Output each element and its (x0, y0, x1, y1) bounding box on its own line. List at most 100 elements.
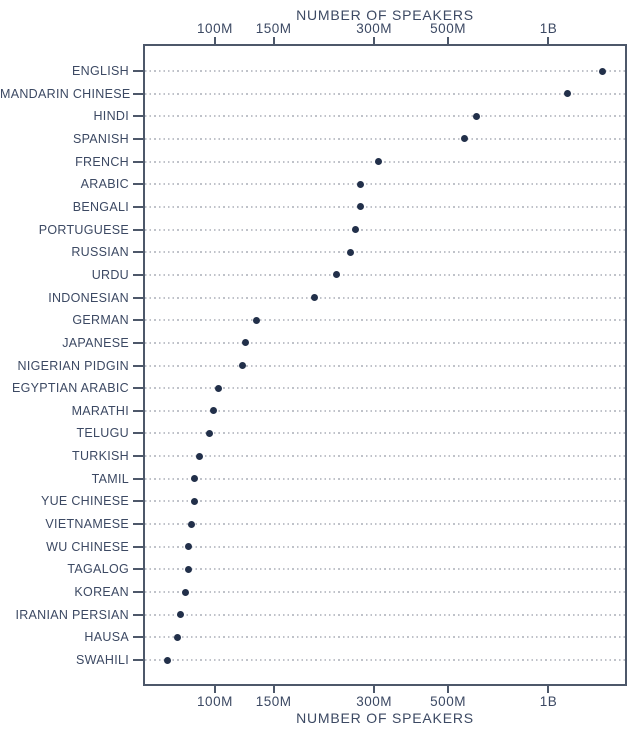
x-tick-mark-top (447, 37, 450, 44)
x-tick-mark-bottom (373, 686, 376, 693)
data-point (333, 271, 341, 279)
x-tick-mark-bottom (272, 686, 275, 693)
data-point (185, 543, 193, 551)
data-point (241, 339, 249, 347)
leader-line (145, 341, 625, 344)
y-tick-mark (133, 636, 143, 639)
leader-line (145, 364, 625, 367)
row-label: ARABIC (80, 177, 129, 192)
data-point (190, 497, 198, 505)
leader-line (145, 545, 625, 548)
row-label: NIGERIAN PIDGIN (17, 358, 129, 373)
x-tick-label-bottom: 150M (255, 694, 292, 709)
leader-line (145, 455, 625, 458)
leader-line (145, 319, 625, 322)
x-tick-label-bottom: 500M (430, 694, 466, 709)
y-tick-mark (133, 545, 143, 548)
y-tick-mark (133, 228, 143, 231)
x-tick-label-top: 300M (356, 21, 392, 36)
row-label: ENGLISH (72, 64, 129, 78)
data-point (473, 112, 481, 120)
y-tick-mark (133, 659, 143, 661)
leader-line (145, 568, 625, 571)
data-point (460, 135, 468, 143)
y-tick-mark (133, 319, 143, 322)
y-tick-mark (133, 115, 143, 118)
leader-line (145, 659, 625, 661)
y-tick-mark (133, 568, 143, 571)
y-tick-mark (133, 341, 143, 344)
leader-line (145, 115, 625, 118)
y-tick-mark (133, 205, 143, 208)
data-point (357, 180, 365, 188)
row-label: TURKISH (72, 449, 129, 464)
data-point (176, 611, 184, 619)
row-label: SPANISH (72, 131, 129, 146)
x-tick-mark-top (272, 37, 275, 44)
x-tick-label-top: 100M (197, 21, 233, 36)
row-label: HAUSA (84, 630, 129, 645)
row-label: TAGALOG (67, 562, 129, 577)
leader-line (145, 387, 625, 390)
data-point (188, 520, 196, 528)
data-point (563, 90, 571, 98)
y-tick-mark (133, 523, 143, 526)
y-tick-mark (133, 432, 143, 435)
row-label: FRENCH (75, 154, 129, 169)
row-label: VIETNAMESE (45, 517, 129, 532)
x-tick-label-bottom: 1B (539, 694, 558, 709)
data-point (190, 475, 198, 483)
leader-line (145, 523, 625, 526)
leader-line (145, 160, 625, 163)
data-point (347, 248, 355, 256)
row-label: SWAHILI (75, 653, 129, 667)
x-tick-label-top: 1B (539, 21, 558, 36)
y-tick-mark (133, 364, 143, 367)
row-label: HINDI (93, 109, 129, 124)
leader-line (145, 137, 625, 140)
row-label: IRANIAN PERSIAN (15, 607, 129, 622)
y-tick-mark (133, 273, 143, 276)
row-label: PORTUGUESE (38, 222, 129, 237)
y-tick-mark (133, 160, 143, 163)
y-tick-mark (133, 409, 143, 412)
axis-title-top: NUMBER OF SPEAKERS (296, 7, 474, 23)
y-tick-mark (133, 137, 143, 140)
leader-line (145, 273, 625, 276)
row-label: EGYPTIAN ARABIC (11, 381, 129, 396)
leader-line (145, 636, 625, 639)
x-tick-mark-bottom (213, 686, 216, 693)
leader-line (145, 613, 625, 616)
leader-line (145, 228, 625, 231)
y-tick-mark (133, 613, 143, 616)
x-tick-mark-bottom (547, 686, 550, 693)
data-point (351, 226, 359, 234)
axis-title-bottom: NUMBER OF SPEAKERS (296, 710, 474, 726)
row-label: URDU (91, 267, 129, 282)
y-tick-mark (133, 296, 143, 299)
x-tick-mark-top (547, 37, 550, 44)
row-label: GERMAN (72, 313, 129, 328)
y-tick-mark (133, 70, 143, 72)
x-tick-label-bottom: 300M (356, 694, 392, 709)
data-point (356, 203, 364, 211)
x-tick-mark-bottom (447, 686, 450, 693)
row-label: INDONESIAN (48, 290, 129, 305)
data-point (196, 452, 204, 460)
x-tick-label-bottom: 100M (197, 694, 233, 709)
data-point (252, 316, 260, 324)
row-label: MARATHI (71, 403, 129, 418)
data-point (184, 565, 192, 573)
data-point (214, 384, 222, 392)
data-point (599, 67, 607, 75)
y-tick-mark (133, 387, 143, 390)
data-point (238, 362, 246, 369)
leader-line (145, 92, 625, 95)
y-tick-mark (133, 251, 143, 254)
leader-line (145, 70, 625, 72)
y-tick-mark (133, 477, 143, 480)
leader-line (145, 591, 625, 594)
leader-line (145, 500, 625, 503)
data-point (375, 158, 383, 166)
data-point (163, 656, 171, 664)
